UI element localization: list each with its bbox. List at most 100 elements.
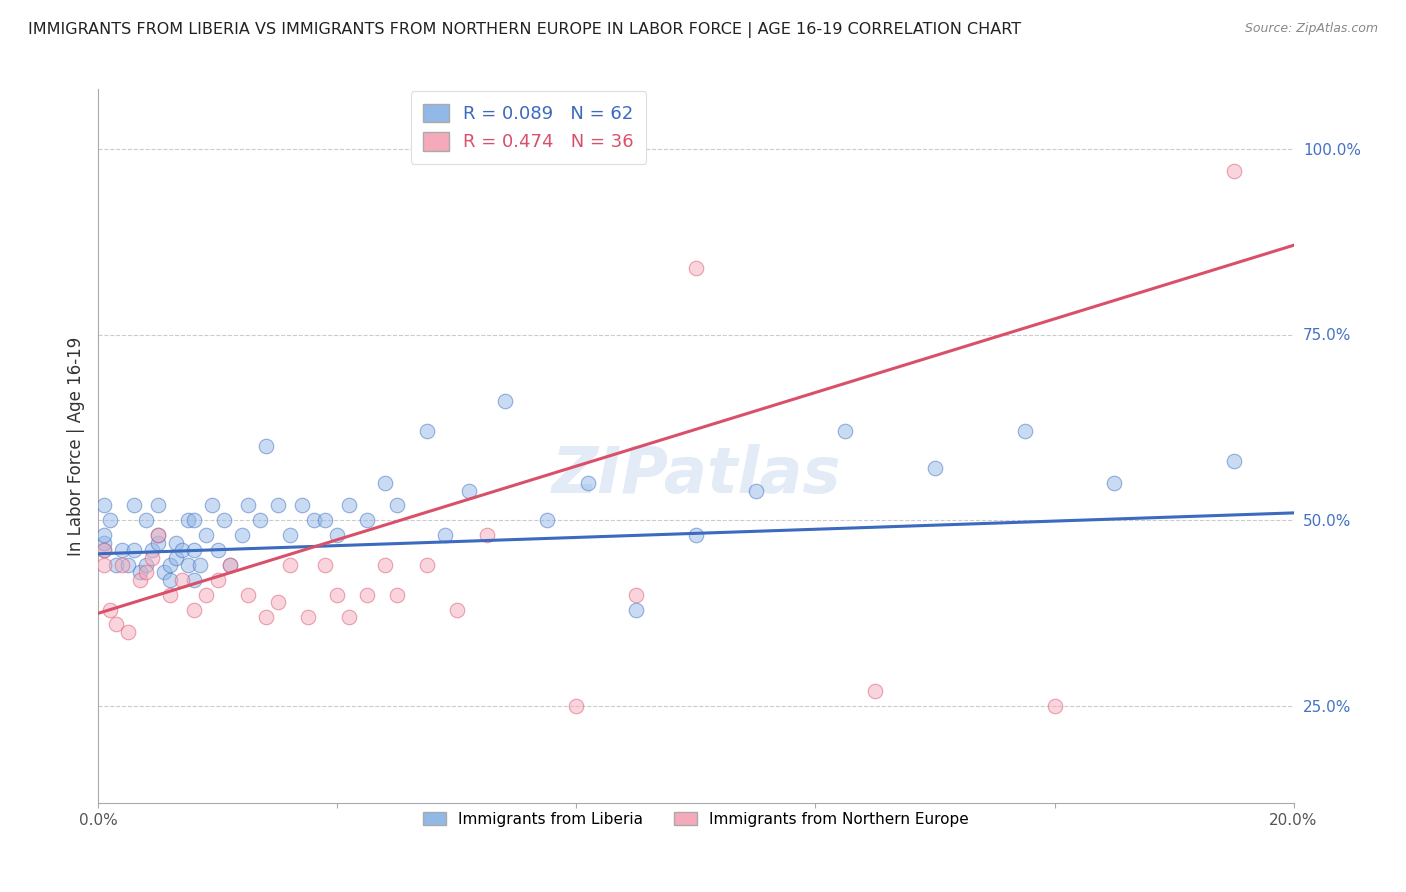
Point: [129, 566, 152, 580]
Point: [93, 543, 115, 558]
Point: [105, 558, 128, 572]
Point: [374, 558, 396, 572]
Point: [339, 610, 361, 624]
Point: [159, 573, 181, 587]
Point: [339, 499, 361, 513]
Point: [297, 610, 319, 624]
Point: [93, 528, 115, 542]
Point: [219, 558, 242, 572]
Point: [207, 543, 229, 558]
Point: [124, 499, 146, 513]
Point: [578, 476, 600, 491]
Point: [1104, 476, 1126, 491]
Point: [1223, 454, 1246, 468]
Y-axis label: In Labor Force | Age 16-19: In Labor Force | Age 16-19: [66, 336, 84, 556]
Point: [745, 483, 768, 498]
Point: [494, 394, 516, 409]
Point: [458, 483, 481, 498]
Point: [565, 699, 588, 714]
Point: [148, 528, 170, 542]
Point: [98, 513, 122, 527]
Point: [267, 595, 290, 609]
Point: [195, 528, 218, 542]
Point: [207, 573, 229, 587]
Point: [236, 499, 259, 513]
Point: [865, 684, 887, 698]
Point: [98, 602, 122, 616]
Point: [315, 558, 337, 572]
Point: [172, 573, 194, 587]
Point: [416, 558, 439, 572]
Point: [278, 528, 301, 542]
Point: [231, 528, 253, 542]
Point: [1043, 699, 1066, 714]
Point: [93, 499, 115, 513]
Point: [385, 499, 409, 513]
Point: [475, 528, 498, 542]
Legend: Immigrants from Liberia, Immigrants from Northern Europe: Immigrants from Liberia, Immigrants from…: [416, 804, 976, 834]
Point: [159, 558, 181, 572]
Point: [141, 550, 163, 565]
Point: [302, 513, 325, 527]
Point: [111, 558, 134, 572]
Point: [177, 513, 200, 527]
Point: [536, 513, 558, 527]
Point: [446, 602, 468, 616]
Point: [195, 588, 218, 602]
Point: [385, 588, 409, 602]
Point: [219, 558, 242, 572]
Text: Source: ZipAtlas.com: Source: ZipAtlas.com: [1244, 22, 1378, 36]
Point: [212, 513, 235, 527]
Point: [626, 588, 648, 602]
Text: ZIPatlas: ZIPatlas: [551, 443, 841, 506]
Point: [201, 499, 224, 513]
Point: [135, 513, 157, 527]
Point: [117, 558, 139, 572]
Point: [105, 617, 128, 632]
Point: [141, 543, 163, 558]
Point: [183, 513, 205, 527]
Point: [254, 610, 277, 624]
Point: [93, 558, 115, 572]
Point: [1014, 424, 1036, 438]
Point: [93, 535, 115, 549]
Point: [326, 528, 349, 542]
Point: [93, 543, 115, 558]
Point: [177, 558, 200, 572]
Point: [148, 535, 170, 549]
Point: [416, 424, 439, 438]
Point: [356, 588, 378, 602]
Point: [188, 558, 211, 572]
Point: [135, 558, 157, 572]
Point: [148, 499, 170, 513]
Point: [165, 535, 187, 549]
Point: [148, 528, 170, 542]
Point: [685, 260, 707, 275]
Point: [374, 476, 396, 491]
Point: [626, 602, 648, 616]
Point: [685, 528, 707, 542]
Point: [924, 461, 946, 475]
Point: [129, 573, 152, 587]
Point: [267, 499, 290, 513]
Point: [834, 424, 856, 438]
Point: [434, 528, 457, 542]
Point: [124, 543, 146, 558]
Point: [172, 543, 194, 558]
Point: [356, 513, 378, 527]
Point: [291, 499, 314, 513]
Point: [183, 573, 205, 587]
Text: IMMIGRANTS FROM LIBERIA VS IMMIGRANTS FROM NORTHERN EUROPE IN LABOR FORCE | AGE : IMMIGRANTS FROM LIBERIA VS IMMIGRANTS FR…: [28, 22, 1021, 38]
Point: [153, 566, 176, 580]
Point: [183, 543, 205, 558]
Point: [249, 513, 271, 527]
Point: [236, 588, 259, 602]
Point: [254, 439, 277, 453]
Point: [183, 602, 205, 616]
Point: [1223, 164, 1246, 178]
Point: [159, 588, 181, 602]
Point: [111, 543, 134, 558]
Point: [117, 624, 139, 639]
Point: [278, 558, 301, 572]
Point: [315, 513, 337, 527]
